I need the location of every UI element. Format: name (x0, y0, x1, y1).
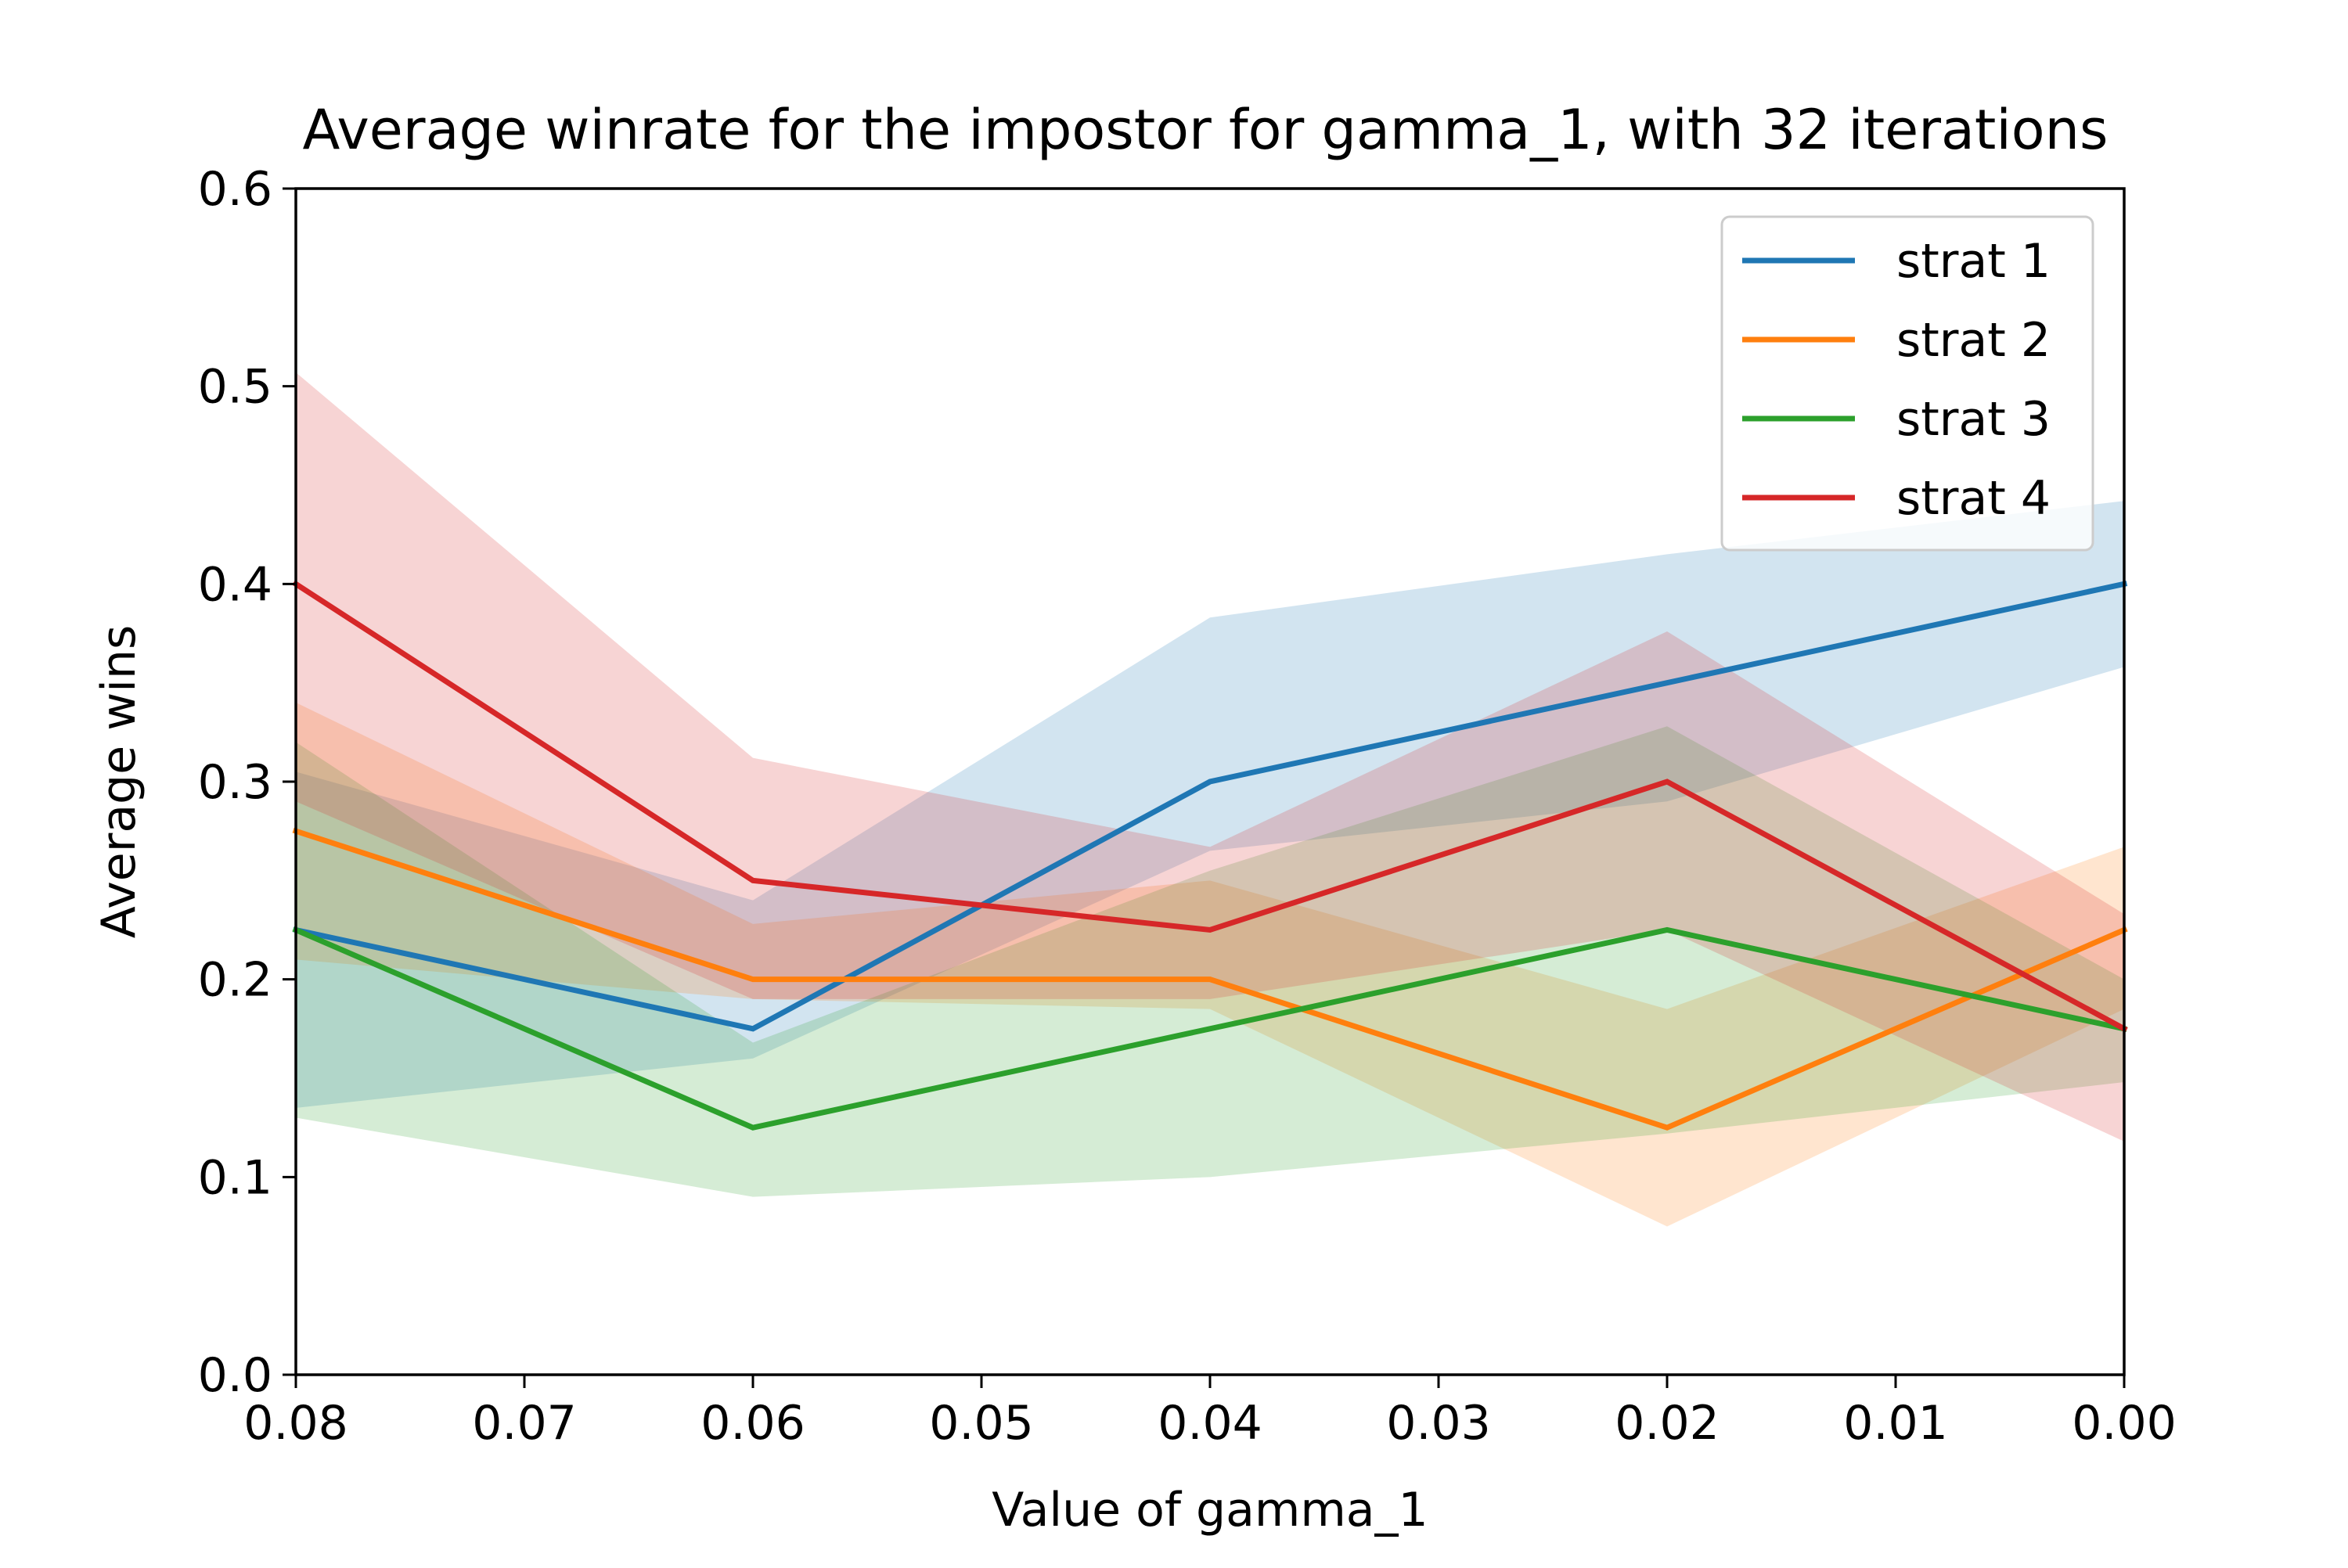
x-tick-label: 0.01 (1843, 1396, 1948, 1451)
x-axis-label: Value of gamma_1 (992, 1483, 1428, 1537)
legend-label-strat-3: strat 3 (1896, 392, 2051, 447)
x-tick-label: 0.03 (1386, 1396, 1491, 1451)
legend: strat 1 strat 2 strat 3 strat 4 (1720, 215, 2094, 552)
strat-1-line (292, 581, 2128, 1032)
strat-2-line (292, 827, 2128, 1131)
x-tick-label: 0.06 (700, 1396, 805, 1451)
y-tick-label: 0.2 (198, 953, 272, 1008)
strat-1-band (296, 501, 2124, 1108)
confidence-bands (296, 372, 2124, 1227)
legend-label-strat-4: strat 4 (1896, 471, 2051, 526)
y-tick-label: 0.0 (198, 1348, 272, 1403)
x-tick-label: 0.04 (1158, 1396, 1262, 1451)
y-tick-label: 0.4 (198, 557, 272, 612)
x-tick-label: 0.00 (2072, 1396, 2177, 1451)
x-tick-label: 0.08 (243, 1396, 348, 1451)
strat-2-band (296, 702, 2124, 1227)
strat-4-line (292, 580, 2128, 1033)
chart-title: Average winrate for the impostor for gam… (303, 98, 2109, 162)
y-tick-label: 0.1 (198, 1150, 272, 1205)
x-tick-label: 0.05 (929, 1396, 1034, 1451)
strat-3-band (296, 726, 2124, 1197)
y-tick-label: 0.6 (198, 162, 272, 217)
y-tick-label: 0.3 (198, 755, 272, 810)
y-axis: 0.0 0.1 0.2 0.3 0.4 0.5 0.6 (198, 162, 296, 1403)
legend-box (1720, 215, 2094, 552)
x-axis: 0.08 0.07 0.06 0.05 0.04 0.03 0.02 0.01 0.00 (243, 1375, 2177, 1451)
y-tick-label: 0.5 (198, 360, 272, 415)
x-tick-label: 0.07 (472, 1396, 577, 1451)
strat-3-line (292, 926, 2128, 1131)
legend-items: strat 1 strat 2 strat 3 strat 4 (1742, 234, 2051, 526)
legend-label-strat-2: strat 2 (1896, 313, 2051, 368)
series-lines (292, 580, 2128, 1131)
y-axis-label: Average wins (92, 625, 146, 939)
legend-label-strat-1: strat 1 (1896, 234, 2051, 289)
strat-4-band (296, 372, 2124, 1142)
x-tick-label: 0.02 (1615, 1396, 1720, 1451)
